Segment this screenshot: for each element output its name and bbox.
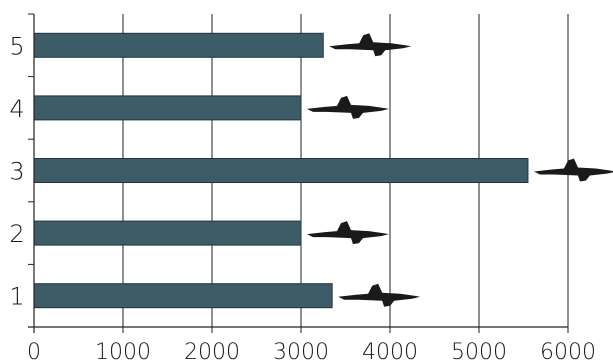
fighter-jet-icon — [307, 95, 389, 119]
axes — [28, 13, 569, 333]
bar-3 — [33, 158, 529, 183]
x-tick-label-2000: 2000 — [184, 340, 240, 363]
fighter-jet-icon — [338, 283, 421, 307]
fighter-jet-icon — [533, 158, 613, 182]
bar-1 — [33, 283, 333, 309]
bar-2 — [33, 220, 302, 246]
jet-icons — [307, 33, 613, 307]
fighter-jet-icon — [329, 33, 412, 57]
x-tick-label-1000: 1000 — [95, 340, 151, 363]
fighter-jet-icon — [307, 221, 389, 245]
category-label-5: 5 — [9, 32, 24, 60]
category-label-4: 4 — [9, 95, 24, 123]
x-tick-label-6000: 6000 — [540, 340, 596, 363]
x-tick-label-4000: 4000 — [362, 340, 418, 363]
x-tick-label-3000: 3000 — [273, 340, 329, 363]
bar-5 — [33, 32, 324, 58]
category-label-2: 2 — [9, 220, 24, 248]
category-labels: 1 2 3 4 5 — [9, 32, 24, 310]
x-tick-label-0: 0 — [27, 340, 41, 363]
category-label-3: 3 — [9, 158, 24, 186]
bar-4 — [33, 95, 302, 121]
bars — [33, 32, 529, 309]
x-tick-labels: 0 1000 2000 3000 4000 5000 6000 — [27, 340, 596, 363]
category-label-1: 1 — [9, 283, 24, 311]
x-tick-label-5000: 5000 — [451, 340, 507, 363]
